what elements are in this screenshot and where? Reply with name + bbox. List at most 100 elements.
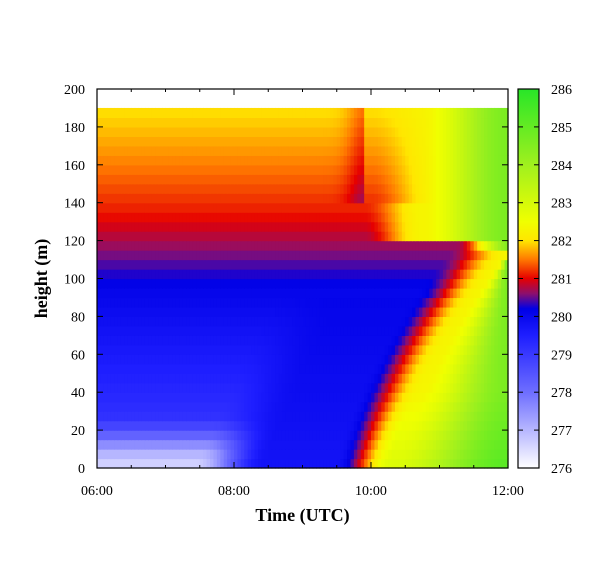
heatmap-cell (347, 202, 352, 213)
heatmap-cell (206, 117, 211, 128)
heatmap-cell (189, 269, 194, 280)
heatmap-cell (175, 449, 180, 460)
heatmap-cell (124, 344, 129, 355)
heatmap-cell (422, 107, 427, 119)
heatmap-cell (405, 411, 410, 422)
heatmap-cell (117, 335, 122, 346)
heatmap-cell (299, 316, 304, 327)
heatmap-cell (117, 392, 122, 403)
heatmap-cell (155, 411, 160, 422)
heatmap-cell (439, 240, 444, 251)
heatmap-cell (319, 278, 324, 289)
heatmap-cell (281, 136, 286, 147)
heatmap-cell (271, 231, 276, 242)
heatmap-cell (353, 145, 358, 156)
heatmap-cell (117, 401, 122, 412)
heatmap-cell (175, 335, 180, 346)
heatmap-cell (329, 107, 334, 119)
heatmap-cell (216, 430, 221, 441)
heatmap-cell (107, 231, 112, 242)
heatmap-cell (398, 231, 403, 242)
heatmap-cell (227, 401, 232, 412)
heatmap-cell (131, 373, 136, 384)
heatmap-cell (299, 382, 304, 393)
heatmap-cell (230, 430, 235, 441)
heatmap-cell (162, 411, 167, 422)
heatmap-cell (288, 392, 293, 403)
heatmap-cell (305, 269, 310, 280)
heatmap-cell (244, 250, 249, 261)
heatmap-cell (275, 164, 280, 175)
heatmap-cell (319, 382, 324, 393)
heatmap-cell (470, 449, 475, 460)
heatmap-cell (374, 240, 379, 251)
heatmap-cell (340, 354, 345, 365)
heatmap-cell (281, 382, 286, 393)
heatmap-cell (216, 174, 221, 185)
heatmap-cell (168, 240, 173, 251)
heatmap-cell (237, 439, 242, 450)
heatmap-cell (364, 316, 369, 327)
heatmap-cell (364, 164, 369, 175)
heatmap-cell (319, 155, 324, 166)
heatmap-cell (302, 269, 307, 280)
heatmap-cell (456, 145, 461, 156)
heatmap-cell (182, 420, 187, 431)
heatmap-cell (408, 155, 413, 166)
heatmap-cell (429, 382, 434, 393)
heatmap-cell (367, 373, 372, 384)
heatmap-cell (364, 126, 369, 137)
heatmap-cell (203, 202, 208, 213)
heatmap-cell (141, 221, 146, 232)
heatmap-cell (484, 439, 489, 450)
heatmap-cell (175, 411, 180, 422)
heatmap-cell (210, 411, 215, 422)
heatmap-cell (285, 449, 290, 460)
heatmap-cell (234, 193, 239, 204)
heatmap-cell (415, 458, 420, 469)
heatmap-cell (309, 316, 314, 327)
heatmap-cell (353, 449, 358, 460)
heatmap-cell (371, 250, 376, 261)
heatmap-cell (278, 430, 283, 441)
heatmap-cell (168, 458, 173, 469)
heatmap-cell (155, 430, 160, 441)
heatmap-cell (192, 297, 197, 308)
heatmap-cell (189, 250, 194, 261)
heatmap-cell (312, 439, 317, 450)
heatmap-cell (477, 354, 482, 365)
heatmap-cell (353, 269, 358, 280)
heatmap-cell (319, 344, 324, 355)
heatmap-cell (210, 183, 215, 194)
heatmap-cell (196, 306, 201, 317)
heatmap-cell (418, 193, 423, 204)
heatmap-cell (415, 117, 420, 128)
heatmap-cell (127, 392, 132, 403)
heatmap-cell (305, 231, 310, 242)
heatmap-cell (408, 420, 413, 431)
heatmap-cell (172, 382, 177, 393)
heatmap-cell (415, 306, 420, 317)
heatmap-cell (350, 136, 355, 147)
heatmap-cell (360, 373, 365, 384)
heatmap-cell (405, 449, 410, 460)
heatmap-cell (377, 117, 382, 128)
heatmap-cell (281, 107, 286, 119)
heatmap-cell (391, 297, 396, 308)
heatmap-cell (110, 411, 115, 422)
heatmap-cell (302, 373, 307, 384)
heatmap-cell (244, 278, 249, 289)
heatmap-cell (394, 259, 400, 270)
heatmap-cell (350, 420, 355, 431)
heatmap-cell (309, 411, 314, 422)
heatmap-cell (504, 259, 509, 270)
heatmap-cell (134, 221, 139, 232)
heatmap-cell (203, 164, 208, 175)
heatmap-cell (484, 354, 489, 365)
heatmap-cell (186, 164, 191, 175)
heatmap-cell (165, 411, 170, 422)
heatmap-cell (340, 250, 345, 261)
heatmap-cell (165, 401, 170, 412)
heatmap-cell (350, 344, 355, 355)
heatmap-cell (227, 240, 232, 251)
